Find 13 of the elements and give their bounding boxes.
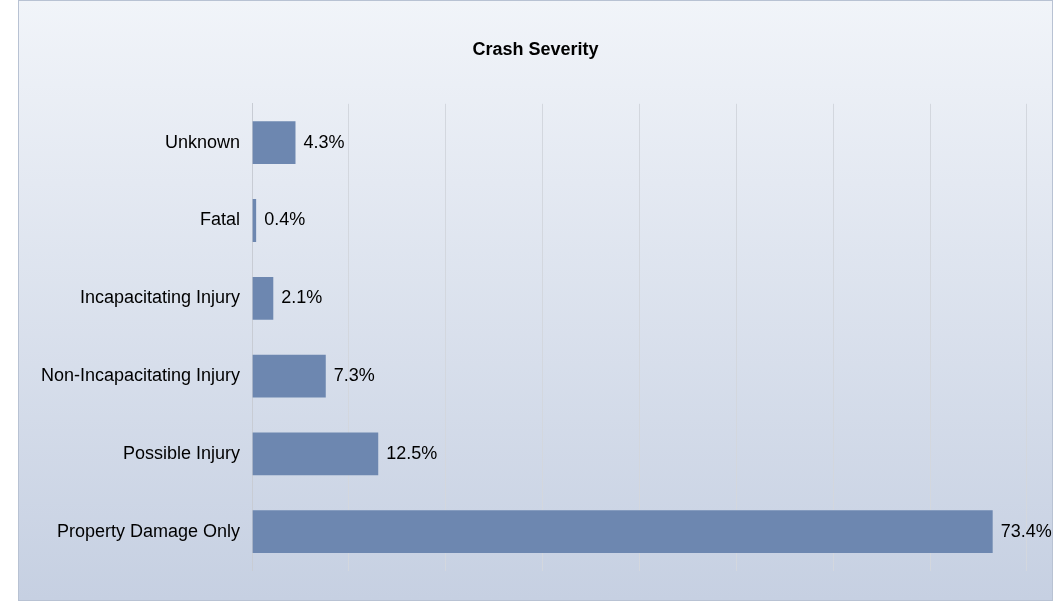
data-label: 2.1%: [281, 287, 323, 308]
y-tick-label: Non-Incapacitating Injury: [41, 365, 241, 386]
y-tick-label: Possible Injury: [123, 442, 241, 463]
y-tick-label: Incapacitating Injury: [80, 287, 241, 308]
chart-title: Crash Severity: [471, 39, 600, 60]
data-label: 12.5%: [386, 442, 438, 463]
y-tick-label: Fatal: [200, 209, 241, 230]
data-label: 73.4%: [1000, 520, 1052, 541]
y-tick-label: Unknown: [165, 131, 241, 152]
data-label: 0.4%: [264, 209, 306, 230]
data-label: 4.3%: [303, 131, 345, 152]
data-label: 7.3%: [333, 365, 375, 386]
y-tick-label: Property Damage Only: [57, 520, 241, 541]
